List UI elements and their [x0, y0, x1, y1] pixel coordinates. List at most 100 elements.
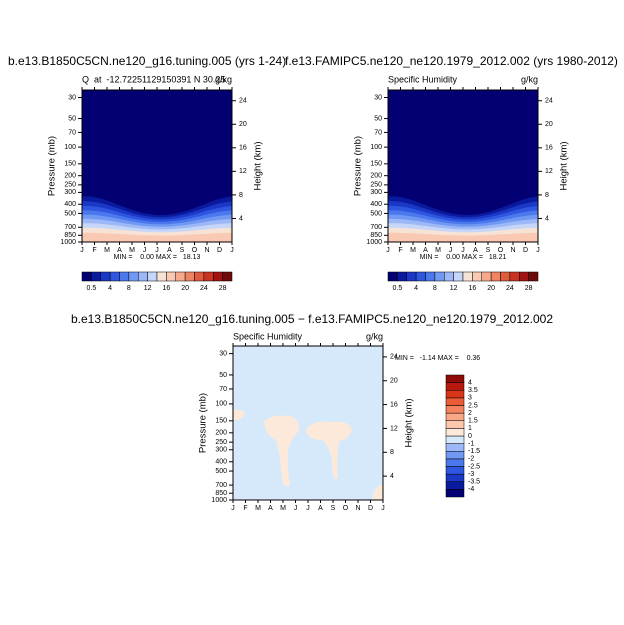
x-tick-label: J	[449, 247, 453, 254]
x-tick-label: N	[355, 505, 360, 512]
x-tick-label: A	[268, 505, 273, 512]
colorbar-box	[138, 271, 148, 282]
colorbar-box	[490, 271, 501, 282]
x-tick-label: F	[92, 247, 96, 254]
colorbar-label: 4	[468, 379, 472, 386]
y-axis-label: Pressure (mb)	[198, 393, 209, 453]
y2-tick-label: 20	[239, 121, 247, 128]
colorbar-label: 1.5	[468, 418, 478, 425]
colorbar-label: 12	[450, 285, 458, 292]
y-tick-label: 700	[215, 482, 227, 489]
panel-title: b.e13.B1850C5CN.ne120_g16.tuning.005 − f…	[71, 312, 553, 326]
y-tick-label: 500	[370, 210, 382, 217]
x-tick-label: M	[104, 247, 110, 254]
y-tick-label: 300	[370, 189, 382, 196]
colorbar-box	[445, 481, 465, 490]
y2-tick-label: 8	[239, 192, 243, 199]
colorbar-label: 24	[506, 285, 514, 292]
y2-tick-label: 8	[545, 192, 549, 199]
x-tick-label: S	[180, 247, 185, 254]
colorbar-label: -2.5	[468, 463, 480, 470]
field	[82, 90, 232, 242]
panel-title: f.e13.FAMIPC5.ne120_ne120.1979_2012.002 …	[285, 54, 618, 68]
colorbar-box	[445, 428, 465, 437]
x-tick-label: S	[331, 505, 336, 512]
colorbar-box	[203, 271, 214, 282]
x-tick-label: N	[510, 247, 515, 254]
x-tick-label: J	[230, 247, 234, 254]
x-tick-label: J	[386, 247, 390, 254]
colorbar-label: 24	[200, 285, 208, 292]
colorbar-box	[166, 271, 176, 282]
y-tick-label: 1000	[366, 239, 382, 246]
colorbar-label: 3	[468, 395, 472, 402]
y2-tick-label: 4	[239, 215, 243, 222]
colorbar-box	[194, 271, 205, 282]
y-tick-label: 300	[64, 189, 76, 196]
colorbar-label: 0.5	[87, 285, 97, 292]
colorbar-label: 12	[144, 285, 152, 292]
x-tick-label: O	[343, 505, 349, 512]
y-tick-label: 30	[68, 94, 76, 101]
colorbar-label: -4	[468, 486, 474, 493]
colorbar-box	[434, 271, 445, 282]
y2-axis-label: Height (km)	[404, 398, 415, 447]
y-tick-label: 400	[64, 201, 76, 208]
y-tick-label: 100	[215, 401, 227, 408]
y2-tick-label: 8	[390, 449, 394, 456]
colorbar-label: 3.5	[468, 387, 478, 394]
colorbar-box	[445, 458, 465, 467]
y-tick-label: 850	[370, 232, 382, 239]
colorbar-label: -3	[468, 471, 474, 478]
y2-tick-label: 24	[390, 354, 398, 361]
colorbar-box	[445, 397, 465, 406]
colorbar-label: 4	[108, 285, 112, 292]
colorbar-box	[147, 271, 158, 282]
colorbar-box	[445, 374, 465, 383]
stats: MIN = 0.00 MAX = 18.13	[114, 254, 201, 261]
colorbar-label: 2	[468, 410, 472, 417]
x-tick-label: J	[306, 505, 310, 512]
y2-tick-label: 20	[545, 121, 553, 128]
subtitle-right: g/kg	[521, 74, 538, 84]
y-tick-label: 500	[215, 468, 227, 475]
colorbar-label: 28	[219, 285, 227, 292]
colorbar-box	[387, 271, 398, 282]
y2-tick-label: 24	[239, 98, 247, 105]
colorbar-box	[519, 271, 529, 282]
x-tick-label: O	[498, 247, 504, 254]
x-tick-label: F	[243, 505, 247, 512]
x-tick-label: A	[318, 505, 323, 512]
colorbar-label: 1	[468, 425, 472, 432]
contour-band	[233, 409, 245, 421]
y-tick-label: 200	[215, 430, 227, 437]
colorbar-box	[462, 271, 473, 282]
x-tick-label: A	[473, 247, 478, 254]
colorbar-box	[91, 271, 101, 282]
panel-title: b.e13.B1850C5CN.ne120_g16.tuning.005 (yr…	[8, 54, 286, 68]
colorbar-box	[100, 271, 111, 282]
colorbar-label: -1	[468, 440, 474, 447]
x-tick-label: J	[231, 505, 235, 512]
x-tick-label: D	[368, 505, 373, 512]
colorbar-box	[406, 271, 417, 282]
colorbar-box	[156, 271, 167, 282]
y-tick-label: 70	[374, 129, 382, 136]
stats: MIN = -1.14 MAX = 0.36	[395, 355, 480, 362]
colorbar-label: 4	[414, 285, 418, 292]
y-tick-label: 150	[370, 161, 382, 168]
y2-axis-label: Height (km)	[253, 141, 264, 190]
y-axis-label: Pressure (mb)	[47, 136, 58, 196]
colorbar-label: 16	[162, 285, 170, 292]
colorbar-box	[445, 405, 465, 414]
y-tick-label: 500	[64, 210, 76, 217]
colorbar-box	[445, 382, 465, 391]
y-tick-label: 150	[215, 418, 227, 425]
x-tick-label: D	[523, 247, 528, 254]
colorbar-label: -3.5	[468, 479, 480, 486]
y2-tick-label: 12	[545, 168, 553, 175]
colorbar-box	[500, 271, 511, 282]
colorbar-box	[528, 271, 539, 282]
x-tick-label: N	[204, 247, 209, 254]
